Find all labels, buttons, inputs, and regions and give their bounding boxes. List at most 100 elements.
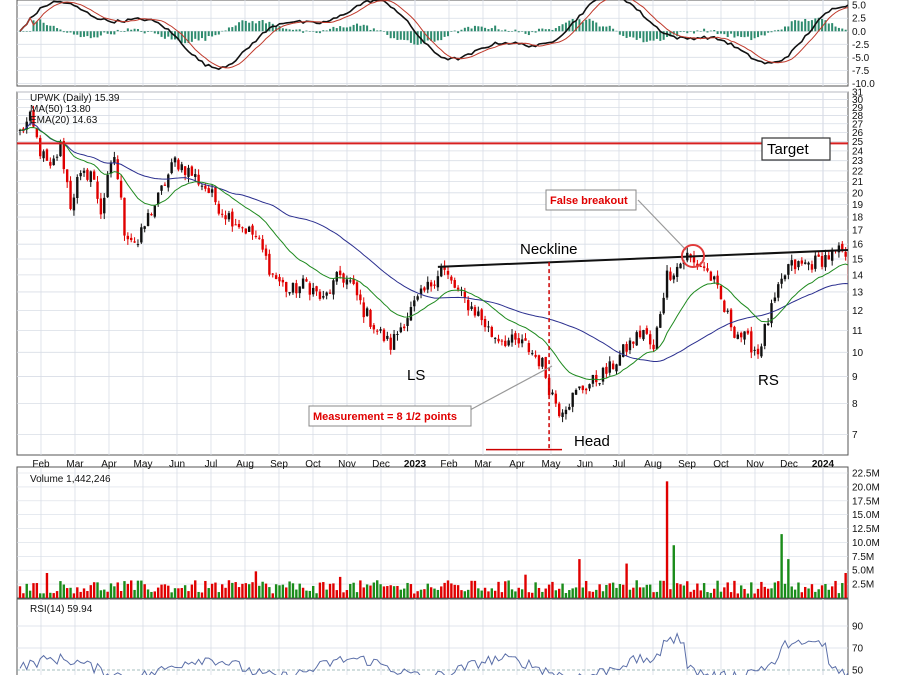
price-candle-body: [733, 326, 736, 338]
price-candle-body: [571, 392, 574, 407]
macd-histogram-bar: [322, 30, 325, 32]
price-candle-body: [190, 166, 194, 176]
volume-bar: [699, 590, 702, 598]
volume-bar: [291, 583, 295, 598]
macd-histogram-bar: [544, 29, 547, 32]
volume-bar: [672, 545, 675, 598]
price-candle-body: [419, 288, 423, 295]
volume-bar: [847, 592, 848, 598]
volume-panel: [16, 466, 849, 599]
macd-histogram-bar: [730, 31, 733, 34]
price-candle-body: [52, 158, 55, 166]
macd-histogram-bar: [180, 31, 183, 43]
macd-histogram-bar: [696, 30, 699, 32]
volume-bar: [25, 583, 28, 598]
price-candle-body: [99, 198, 103, 215]
macd-histogram-bar: [190, 31, 193, 42]
macd-histogram-bar: [473, 25, 476, 32]
volume-bar: [450, 583, 453, 598]
price-candle-body: [79, 172, 82, 177]
volume-bar: [756, 588, 760, 598]
volume-bar: [349, 583, 352, 598]
price-candle-body: [123, 197, 126, 236]
axis-tick-labels: Feb Mar Apr May Jun Jul Aug Sep Oct Nov Dec 2023 Feb…: [32, 1, 879, 677]
volume-bar: [810, 584, 814, 598]
volume-bar: [648, 584, 652, 598]
volume-bar: [517, 587, 520, 598]
volume-bar: [325, 589, 328, 598]
volume-bar: [308, 590, 312, 598]
volume-bar: [113, 586, 116, 598]
macd-histogram-bar: [757, 31, 760, 38]
macd-histogram-bar: [537, 28, 540, 32]
macd-histogram-bar: [86, 31, 89, 37]
price-candle-body: [72, 197, 76, 211]
price-candle-body: [611, 363, 615, 370]
price-candle-body: [92, 171, 96, 180]
macd-histogram-bar: [770, 31, 773, 33]
price-candle-body: [837, 245, 841, 253]
volume-bar: [588, 591, 591, 598]
price-tick-label: 25: [852, 137, 864, 148]
macd-histogram-bar: [83, 31, 86, 37]
macd-histogram-bar: [450, 31, 453, 32]
price-candle-body: [315, 286, 318, 292]
macd-histogram-bar: [382, 31, 385, 32]
price-candle-body: [783, 275, 787, 280]
symbol-legend: UPWK (Daily) 15.39: [30, 93, 120, 104]
macd-histogram-bar: [602, 26, 605, 32]
price-candle-body: [247, 226, 251, 232]
volume-bar: [733, 580, 736, 598]
macd-histogram-bar: [109, 31, 112, 35]
volume-bar: [278, 585, 281, 598]
price-candle-body: [470, 306, 473, 310]
x-tick-label: Nov: [746, 459, 764, 470]
macd-histogram-bar: [521, 31, 524, 32]
false-breakout-pointer: [637, 199, 687, 251]
volume-bar: [561, 583, 564, 598]
macd-histogram-bar: [150, 31, 153, 32]
x-tick-label: Jun: [577, 459, 593, 470]
macd-histogram-bar: [467, 26, 470, 32]
macd-histogram-bar: [541, 28, 544, 32]
macd-histogram-bar: [750, 31, 753, 41]
macd-histogram-bar: [345, 27, 348, 32]
annotations: [469, 199, 705, 451]
macd-histogram-bar: [511, 31, 514, 32]
macd-histogram-bar: [635, 31, 638, 40]
price-candle-body: [130, 237, 133, 241]
macd-histogram-bar: [238, 22, 241, 32]
rsi-panel: [16, 598, 849, 680]
macd-histogram-bar: [167, 31, 170, 37]
x-tick-label: Aug: [644, 459, 662, 470]
volume-bar: [773, 582, 777, 598]
price-candle-body: [433, 284, 436, 286]
volume-bar: [814, 591, 817, 598]
volume-bar: [655, 591, 659, 598]
volume-bar: [123, 581, 126, 598]
volume-bar: [271, 593, 274, 598]
volume-bar: [156, 587, 160, 598]
macd-histogram-bar: [369, 29, 372, 32]
macd-histogram-bar: [669, 31, 672, 37]
volume-bar: [332, 583, 335, 598]
price-candle-body: [274, 275, 278, 280]
price-candle-body: [841, 243, 844, 252]
price-candle-body: [261, 239, 264, 250]
price-candle-body: [183, 166, 187, 175]
volume-bar: [669, 589, 672, 598]
price-tick-label: 11: [852, 326, 863, 337]
price-candle-body: [588, 384, 591, 389]
macd-histogram-bar: [615, 30, 618, 32]
volume-bar: [659, 580, 662, 598]
price-candle-body: [719, 285, 723, 300]
volume-bar: [136, 580, 140, 598]
macd-histogram-bar: [716, 31, 719, 35]
price-candle-body: [116, 159, 119, 180]
price-candle-body: [89, 171, 92, 182]
x-tick-label: Dec: [780, 459, 798, 470]
volume-bar: [379, 584, 382, 598]
macd-histogram-bar: [480, 26, 483, 32]
price-tick-label: 14: [852, 270, 864, 281]
volume-bar: [611, 582, 615, 598]
